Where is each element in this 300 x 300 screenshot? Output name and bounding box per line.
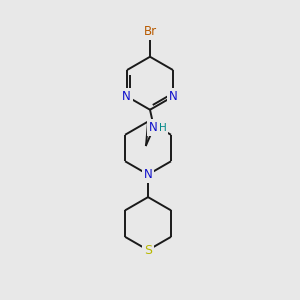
Text: S: S (144, 244, 152, 256)
Text: Br: Br (143, 25, 157, 38)
Text: N: N (169, 90, 178, 103)
Text: H: H (159, 123, 166, 134)
Text: N: N (122, 90, 131, 103)
Text: N: N (144, 168, 152, 181)
Text: N: N (148, 121, 157, 134)
